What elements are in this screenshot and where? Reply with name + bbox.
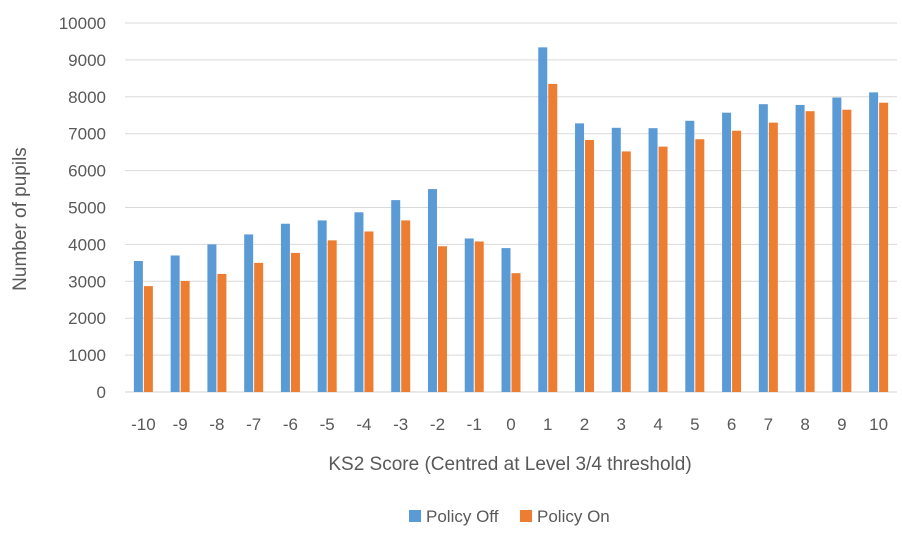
x-tick-label: 10 [869, 415, 888, 434]
bar-policy-on [695, 139, 705, 392]
bar-policy-off [170, 255, 180, 392]
x-tick-label: -2 [430, 415, 445, 434]
bar-policy-on [401, 220, 411, 392]
x-tick-label: -10 [131, 415, 156, 434]
bar-policy-on [474, 241, 484, 392]
bar-policy-off [501, 248, 511, 392]
x-tick-label: 5 [690, 415, 699, 434]
x-tick-label: 4 [653, 415, 662, 434]
bar-policy-off [464, 238, 474, 392]
bar-policy-on [842, 109, 852, 392]
bar-policy-off [648, 128, 658, 393]
x-axis-title: KS2 Score (Centred at Level 3/4 threshol… [328, 454, 691, 475]
bar-policy-on [732, 130, 742, 393]
y-tick-label: 5000 [68, 199, 106, 218]
y-tick-label: 10000 [59, 14, 106, 33]
bar-policy-off [832, 97, 842, 393]
bar-policy-on [879, 102, 889, 392]
bar-policy-on [437, 246, 447, 392]
bar-policy-on [768, 122, 778, 392]
bar-policy-on [621, 151, 631, 392]
x-tick-label: 0 [506, 415, 515, 434]
y-axis-title: Number of pupils [10, 147, 31, 291]
bar-policy-on [180, 280, 190, 392]
bar-policy-off [427, 189, 437, 392]
bar-policy-off [391, 200, 401, 392]
bar-policy-off [538, 47, 548, 392]
bar-policy-on [327, 240, 337, 392]
legend: Policy Off Policy On [409, 507, 610, 526]
bar-policy-on [254, 262, 264, 392]
x-axis-ticks: -10 -9 -8 -7 -6 -5 -4 -3 -2 -1 0 1 2 3 4 5 6 7 8 9 10 [131, 415, 888, 434]
x-tick-label: -8 [209, 415, 224, 434]
legend-label: Policy Off [426, 507, 499, 526]
x-tick-label: 3 [617, 415, 626, 434]
x-tick-label: 8 [800, 415, 809, 434]
bar-policy-off [869, 92, 879, 392]
bar-policy-off [280, 223, 290, 392]
y-tick-label: 8000 [68, 88, 106, 107]
bar-policy-on [143, 286, 153, 392]
bars [133, 47, 889, 393]
bar-policy-on [364, 231, 374, 392]
bar-policy-off [133, 261, 143, 392]
x-tick-label: 2 [580, 415, 589, 434]
bar-policy-off [575, 123, 585, 393]
x-tick-label: -1 [467, 415, 482, 434]
bar-policy-on [548, 83, 558, 392]
x-tick-label: -3 [393, 415, 408, 434]
legend-swatch-policy-off [409, 510, 421, 522]
bar-policy-off [611, 127, 621, 393]
bar-policy-off [354, 212, 364, 392]
bar-policy-off [795, 104, 805, 392]
y-tick-label: 1000 [68, 346, 106, 365]
y-axis-ticks: 0 1000 2000 3000 4000 5000 6000 7000 8000 9000 100… [59, 14, 106, 402]
y-tick-label: 4000 [68, 235, 106, 254]
bar-policy-on [805, 111, 815, 392]
x-tick-label: 9 [837, 415, 846, 434]
bar-policy-off [317, 220, 327, 392]
y-tick-label: 3000 [68, 272, 106, 291]
y-tick-label: 2000 [68, 309, 106, 328]
bar-policy-on [217, 273, 227, 392]
bar-policy-on [658, 146, 668, 392]
x-tick-label: 1 [543, 415, 552, 434]
legend-swatch-policy-on [520, 510, 532, 522]
x-tick-label: -4 [356, 415, 371, 434]
bar-policy-on [511, 273, 521, 392]
bar-policy-on [290, 252, 300, 392]
legend-label: Policy On [537, 507, 610, 526]
bar-policy-off [722, 112, 732, 393]
y-tick-label: 6000 [68, 162, 106, 181]
x-tick-label: -6 [283, 415, 298, 434]
x-tick-label: -7 [246, 415, 261, 434]
bar-policy-off [758, 104, 768, 393]
x-tick-label: 7 [764, 415, 773, 434]
gridlines [125, 22, 897, 393]
x-tick-label: -9 [173, 415, 188, 434]
bar-policy-off [685, 120, 695, 392]
x-tick-label: -5 [320, 415, 335, 434]
bar-policy-on [585, 139, 595, 392]
y-tick-label: 9000 [68, 51, 106, 70]
bar-policy-off [207, 244, 217, 392]
x-tick-label: 6 [727, 415, 736, 434]
y-tick-label: 7000 [68, 125, 106, 144]
bar-policy-off [244, 234, 254, 392]
y-tick-label: 0 [97, 383, 106, 402]
